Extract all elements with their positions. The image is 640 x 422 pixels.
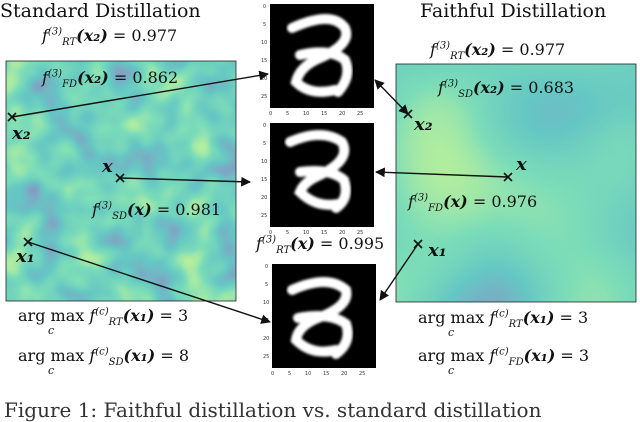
arrow-left-x2 [11,70,269,118]
svg-text:5: 5 [263,141,266,147]
right-label-x1: x₁ [428,240,447,261]
svg-text:10: 10 [303,111,309,117]
digit-image-top: 0 5 10 15 20 25 0 5 10 15 20 25 [261,4,374,117]
svg-text:0: 0 [263,4,266,10]
right-argmax-fd: arg max c f(c)FD(x₁) = 3 [418,346,590,377]
svg-text:15: 15 [323,371,329,377]
svg-text:25: 25 [261,94,267,100]
svg-text:5: 5 [286,111,289,117]
svg-text:0: 0 [269,230,272,236]
left-argmax-sd: arg max c f(c)SD(x₁) = 8 [18,346,189,377]
svg-text:0: 0 [263,123,266,129]
left-label-x1: x₁ [16,246,35,267]
svg-text:10: 10 [261,40,267,46]
svg-text:25: 25 [359,371,365,377]
svg-text:15: 15 [321,230,327,236]
arrow-right-x2 [374,79,409,115]
center-eq-rt-x: f(3)RT(x) = 0.995 [256,234,385,257]
svg-text:0: 0 [269,111,272,117]
svg-text:20: 20 [339,230,345,236]
svg-text:15: 15 [321,111,327,117]
right-label-x2: x₂ [414,114,433,135]
svg-text:5: 5 [288,371,291,377]
svg-text:0: 0 [271,371,274,377]
svg-text:20: 20 [261,76,267,82]
right-eq-rt-x2: f(3)RT(x₂) = 0.977 [430,40,566,63]
left-title: Standard Distillation [0,0,201,22]
svg-text:5: 5 [265,282,268,288]
svg-text:25: 25 [357,230,363,236]
arrow-right-x [375,167,509,178]
left-argmax-rt: arg max c f(c)RT(x₁) = 3 [18,306,189,337]
svg-text:5: 5 [263,22,266,28]
svg-text:10: 10 [303,230,309,236]
arrow-left-x [119,176,251,187]
right-heatmap [395,63,637,303]
svg-text:10: 10 [263,300,269,306]
left-eq-sd-x: f(3)SD(x) = 0.981 [92,200,222,223]
svg-text:0: 0 [265,264,268,270]
digit-image-middle: 0 5 10 15 20 25 0 5 10 15 20 25 [261,123,374,236]
arrow-left-x1 [27,241,271,324]
svg-text:25: 25 [263,354,269,360]
svg-text:15: 15 [261,177,267,183]
svg-text:20: 20 [263,336,269,342]
left-eq-rt-x2: f(3)RT(x₂) = 0.977 [42,26,178,49]
svg-text:25: 25 [261,213,267,219]
svg-text:5: 5 [286,230,289,236]
right-eq-fd-x: f(3)FD(x) = 0.976 [408,192,538,215]
svg-text:10: 10 [261,159,267,165]
left-eq-fd-x2: f(3)FD(x₂) = 0.862 [42,68,179,91]
arrows [11,70,509,324]
svg-text:20: 20 [339,111,345,117]
svg-text:20: 20 [341,371,347,377]
svg-text:10: 10 [305,371,311,377]
right-title: Faithful Distillation [420,0,607,22]
left-label-x2: x₂ [12,123,31,144]
left-label-x: x [102,156,113,177]
svg-text:20: 20 [261,195,267,201]
right-argmax-rt: arg max c f(c)RT(x₁) = 3 [418,308,589,339]
svg-text:15: 15 [261,58,267,64]
svg-text:25: 25 [357,111,363,117]
right-label-x: x [516,154,527,175]
figure-caption: Figure 1: Faithful distillation vs. stan… [4,398,542,422]
right-eq-sd-x2: f(3)SD(x₂) = 0.683 [438,78,575,101]
arrow-right-x1 [379,243,419,301]
